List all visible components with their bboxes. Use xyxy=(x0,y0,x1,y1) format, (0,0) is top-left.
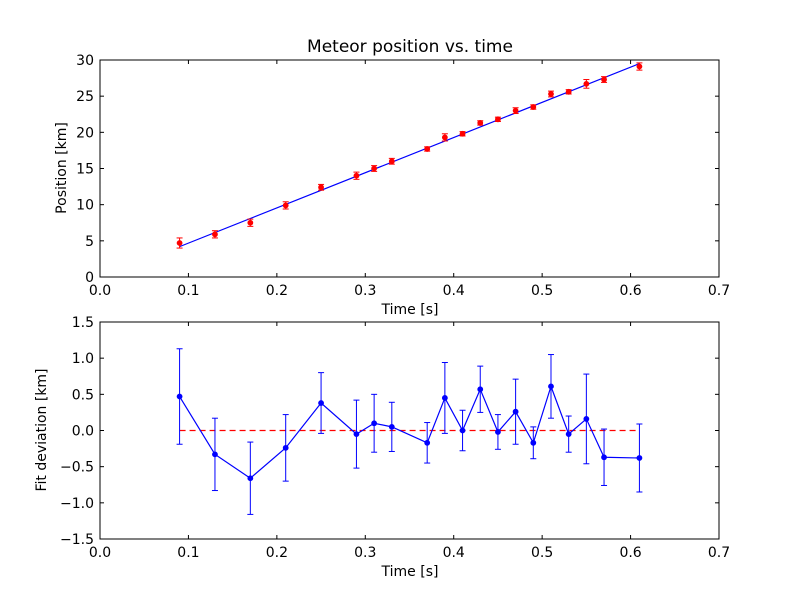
data-point xyxy=(548,383,554,390)
y-tick-label: −0.5 xyxy=(60,460,94,476)
data-point xyxy=(318,184,324,191)
x-tick-label: 0.2 xyxy=(266,545,288,561)
data-point xyxy=(371,165,378,172)
y-tick-label: 30 xyxy=(76,53,94,69)
data-point xyxy=(424,146,431,152)
data-point xyxy=(583,80,590,87)
x-tick-label: 0.3 xyxy=(354,545,376,561)
data-point xyxy=(565,431,572,438)
y-tick-label: −1.5 xyxy=(60,532,94,548)
fit-line xyxy=(179,63,640,248)
data-point xyxy=(512,107,519,114)
x-tick-label: 0.6 xyxy=(619,545,641,561)
data-point xyxy=(282,444,289,451)
y-tick-label: 5 xyxy=(85,234,94,250)
data-point xyxy=(247,475,254,482)
data-point xyxy=(495,116,501,123)
y-tick-label: 20 xyxy=(76,125,94,141)
position-chart-ticks: 0.0 0.1 0.2 0.3 0.4 0.5 0.6 0.7 0 5 10 15 20 25 30 xyxy=(76,53,730,299)
y-tick-label: 0.0 xyxy=(72,424,94,440)
data-point xyxy=(318,400,324,406)
y-tick-label: 0.5 xyxy=(72,387,94,403)
data-point xyxy=(353,431,360,438)
data-point xyxy=(212,231,218,238)
data-point xyxy=(353,172,360,179)
y-tick-label: 10 xyxy=(76,198,94,214)
x-tick-label: 0.4 xyxy=(443,545,465,561)
plot-area xyxy=(100,60,719,277)
deviation-chart: 0.0 0.1 0.2 0.3 0.4 0.5 0.6 0.7 1.5 1.0 0.5 0.0 −0.5… xyxy=(34,315,730,580)
data-point xyxy=(512,408,519,415)
data-point xyxy=(601,76,607,83)
data-point xyxy=(459,427,466,434)
data-point xyxy=(530,439,537,446)
y-axis-label: Fit deviation [km] xyxy=(34,368,50,491)
data-point xyxy=(636,455,643,461)
data-point xyxy=(601,454,607,461)
y-tick-label: 1.0 xyxy=(72,351,94,367)
y-tick-label: 0 xyxy=(85,270,94,286)
data-point xyxy=(388,423,395,430)
data-point xyxy=(459,130,466,137)
x-tick-label: 0.2 xyxy=(266,283,288,299)
data-point xyxy=(548,91,554,97)
data-point xyxy=(441,134,448,141)
data-point xyxy=(247,219,254,226)
x-tick-label: 0.1 xyxy=(177,545,199,561)
deviation-chart-ticks: 0.0 0.1 0.2 0.3 0.4 0.5 0.6 0.7 1.5 1.0 0.5 0.0 −0.5… xyxy=(60,315,730,561)
data-point xyxy=(477,120,484,126)
data-point xyxy=(388,158,395,165)
y-tick-label: −1.0 xyxy=(60,496,94,512)
data-point xyxy=(371,420,378,427)
deviation-chart-marks xyxy=(176,348,643,515)
y-axis-label: Position [km] xyxy=(54,122,70,214)
data-point xyxy=(477,386,484,393)
data-point xyxy=(565,88,572,95)
x-tick-label: 0.0 xyxy=(89,545,111,561)
data-point xyxy=(282,202,289,209)
data-point xyxy=(424,439,431,446)
data-point xyxy=(495,429,501,435)
chart-title: Meteor position vs. time xyxy=(307,37,513,57)
y-tick-label: 25 xyxy=(76,89,94,105)
data-point xyxy=(441,395,448,401)
x-tick-label: 0.5 xyxy=(531,545,553,561)
x-tick-label: 0.4 xyxy=(443,283,465,299)
data-point xyxy=(212,451,218,458)
x-tick-label: 0.3 xyxy=(354,283,376,299)
position-chart-marks xyxy=(176,62,643,249)
x-axis-label: Time [s] xyxy=(381,564,439,580)
x-tick-label: 0.6 xyxy=(619,283,641,299)
y-tick-label: 15 xyxy=(76,162,94,178)
x-tick-label: 0.0 xyxy=(89,283,111,299)
data-point xyxy=(176,240,183,246)
x-tick-label: 0.5 xyxy=(531,283,553,299)
data-point xyxy=(583,416,590,422)
x-tick-label: 0.1 xyxy=(177,283,199,299)
deviation-line xyxy=(179,384,640,479)
position-chart: 0.0 0.1 0.2 0.3 0.4 0.5 0.6 0.7 0 5 10 15 20 25 30 Met… xyxy=(54,37,730,318)
data-point xyxy=(176,393,183,400)
x-tick-label: 0.7 xyxy=(708,283,730,299)
data-point xyxy=(636,63,643,70)
x-axis-label: Time [s] xyxy=(381,302,439,318)
data-point xyxy=(530,104,537,110)
y-tick-label: 1.5 xyxy=(72,315,94,331)
x-tick-label: 0.7 xyxy=(708,545,730,561)
